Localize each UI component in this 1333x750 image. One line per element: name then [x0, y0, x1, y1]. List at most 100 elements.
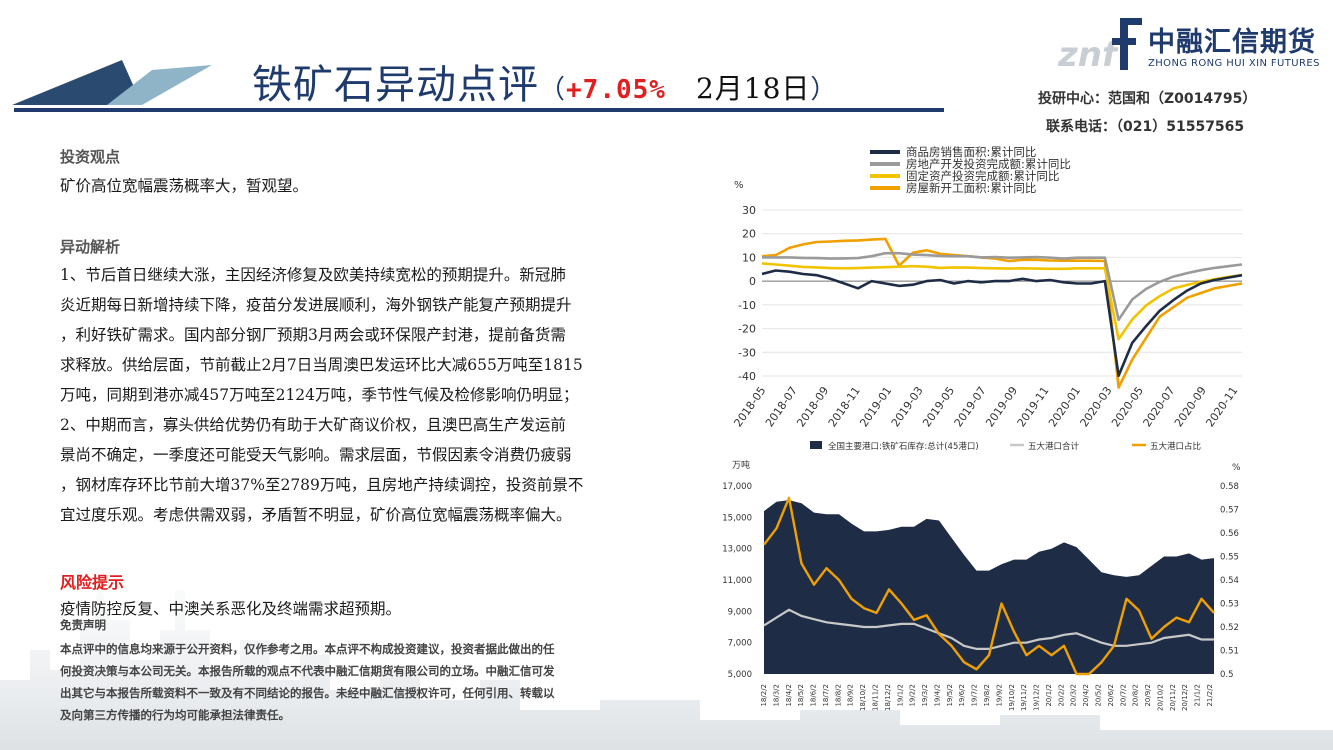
analysis-line: ，利好铁矿需求。国内部分钢厂预期3月两会或环保限产封港，提前备货需 — [60, 326, 566, 344]
chart2-x-tick: 19/6/2 — [958, 684, 966, 707]
chart2-y2-tick: 0.5 — [1220, 670, 1234, 680]
chart2-x-tick: 18/6/2 — [810, 684, 818, 707]
chart1-y-tick: -40 — [738, 370, 756, 383]
header-triangle-decoration — [12, 60, 212, 105]
chart2-x-tick: 20/10/2 — [1156, 684, 1164, 711]
chart2-x-tick: 18/9/2 — [847, 684, 855, 707]
chart2-y2-unit: % — [1232, 463, 1241, 473]
chart2-x-tick: 19/5/2 — [946, 684, 954, 707]
chart2-inventory-area — [764, 500, 1214, 674]
chart1-y-tick: 30 — [742, 204, 756, 217]
chart1-legend: 商品房销售面积:累计同比房地产开发投资完成额:累计同比固定资产投资完成额:累计同… — [870, 145, 1071, 195]
title-change-percent: +7.05% — [566, 75, 666, 105]
chart2-legend-label: 五大港口占比 — [1150, 441, 1201, 452]
view-heading: 投资观点 — [60, 148, 121, 166]
chart2-x-tick: 18/5/2 — [797, 684, 805, 707]
chart2-x-tick: 19/2/2 — [909, 684, 917, 707]
chart2-x-tick: 20/9/2 — [1144, 684, 1152, 707]
chart2-x-tick: 21/2/2 — [1206, 684, 1214, 707]
chart1-y-tick: -20 — [738, 323, 756, 336]
chart1-legend-label: 房地产开发投资完成额:累计同比 — [906, 157, 1071, 171]
chart2-x-tick: 19/3/2 — [921, 684, 929, 707]
analysis-line: ，钢材库存环比节前大增37%至2789万吨，且房地产持续调控，投资前景不 — [60, 476, 584, 494]
chart1-y-tick: 0 — [749, 275, 756, 288]
chart2-y2-tick: 0.58 — [1220, 482, 1239, 492]
chart1-legend-label: 固定资产投资完成额:累计同比 — [906, 169, 1059, 183]
chart2-x-tick: 19/4/2 — [933, 684, 941, 707]
disclaimer-line: 出其它与本报告所载资料不一致及有不同结论的报告。未经中融汇信授权许可，任何引用、… — [60, 686, 555, 700]
chart2-x-tick: 18/8/2 — [834, 684, 842, 707]
chart2-legend-label: 全国主要港口:铁矿石库存:总计(45港口) — [828, 441, 979, 452]
chart2-y2-tick: 0.55 — [1220, 553, 1239, 563]
chart2-x-tick: 19/10/2 — [1008, 684, 1016, 711]
chart2-x-tick: 20/3/2 — [1070, 684, 1078, 707]
chart2-y-tick: 9,000 — [728, 607, 752, 617]
real-estate-yoy-chart: 商品房销售面积:累计同比房地产开发投资完成额:累计同比固定资产投资完成额:累计同… — [731, 145, 1243, 429]
chart2-x-tick: 20/4/2 — [1082, 684, 1090, 707]
chart2-x-tick: 19/9/2 — [995, 684, 1003, 707]
chart1-y-tick: 20 — [742, 228, 756, 241]
chart1-y-tick: -10 — [738, 299, 756, 312]
chart2-y-tick: 11,000 — [722, 576, 752, 586]
chart2-x-tick: 19/11/2 — [1020, 684, 1028, 711]
title-paren-close: ） — [810, 75, 838, 105]
analyst-info: 投研中心：范国和（Z0014795） — [1038, 91, 1257, 107]
analysis-line: 2、中期而言，寡头供给优势仍有助于大矿商议价权，且澳巴高生产发运前 — [60, 416, 566, 434]
chart2-y2-tick: 0.57 — [1220, 506, 1239, 516]
chart2-y-tick: 7,000 — [728, 639, 752, 649]
port-inventory-chart: 全国主要港口:铁矿石库存:总计(45港口) 五大港口合计 五大港口占比 万吨 % 1… — [722, 441, 1241, 711]
chart2-x-tick: 18/4/2 — [785, 684, 793, 707]
chart2-x-tick: 20/7/2 — [1119, 684, 1127, 707]
analysis-line: 宜过度乐观。考虑供需双弱，矛盾暂不明显，矿价高位宽幅震荡概率偏大。 — [60, 506, 572, 524]
analysis-body: 1、节后首日继续大涨，主因经济修复及欧美持续宽松的预期提升。新冠肺 炎近期每日新… — [60, 260, 700, 530]
chart2-legend-swatch — [810, 441, 822, 449]
chart2-y2-tick: 0.56 — [1220, 529, 1239, 539]
logo-mark-text: znf — [1058, 35, 1121, 74]
chart2-share-line — [763, 496, 1215, 676]
analysis-heading: 异动解析 — [60, 238, 121, 256]
chart2-five-ports-line — [763, 608, 1214, 650]
chart1-y-unit: % — [734, 180, 744, 191]
chart2-y2-tick: 0.52 — [1220, 623, 1239, 633]
page-title: 铁矿石异动点评（+7.05% 2月18日） — [252, 52, 837, 110]
chart1-series-line — [761, 237, 1243, 389]
chart1-legend-label: 房屋新开工面积:累计同比 — [906, 181, 1036, 195]
chart1-y-tick: -30 — [738, 346, 756, 359]
chart2-x-tick: 20/12/2 — [1181, 684, 1189, 711]
chart2-y-tick: 13,000 — [722, 545, 752, 555]
cityscape-background — [0, 580, 1333, 750]
chart1-y-tick: 10 — [742, 251, 756, 264]
company-name-cn: 中融汇信期货 — [1148, 27, 1316, 58]
chart2-x-tick: 19/1/2 — [896, 684, 904, 707]
chart2-x-tick: 21/1/2 — [1194, 684, 1202, 707]
chart2-y2-tick: 0.51 — [1220, 647, 1239, 657]
chart2-x-tick: 20/2/2 — [1057, 684, 1065, 707]
phone-info: 联系电话：（021）51557565 — [1046, 119, 1245, 135]
chart2-x-tick: 18/3/2 — [772, 684, 780, 707]
chart2-x-tick: 18/7/2 — [822, 684, 830, 707]
chart2-x-tick: 20/11/2 — [1169, 684, 1177, 711]
chart1-x-tick: 2020-11 — [1203, 384, 1240, 429]
chart2-y-tick: 15,000 — [722, 513, 752, 523]
analysis-line: 万吨，同期到港亦减457万吨至2124万吨，季节性气候及检修影响仍明显； — [60, 386, 579, 404]
analysis-line: 景尚不确定，一季度还可能受天气影响。需求层面，节假因素令消费仍疲弱 — [60, 446, 572, 464]
chart2-x-tick: 18/2/2 — [760, 684, 768, 707]
chart2-x-tick: 19/7/2 — [971, 684, 979, 707]
chart2-x-tick: 20/8/2 — [1132, 684, 1140, 707]
chart1-legend-label: 商品房销售面积:累计同比 — [906, 145, 1036, 159]
chart2-x-tick: 19/8/2 — [983, 684, 991, 707]
risk-text: 疫情防控反复、中澳关系恶化及终端需求超预期。 — [60, 600, 402, 618]
chart2-y-unit: 万吨 — [732, 459, 750, 471]
chart2-x-tick: 18/11/2 — [872, 684, 880, 711]
chart1-series-line — [762, 251, 1243, 322]
analysis-line: 1、节后首日继续大涨，主因经济修复及欧美持续宽松的预期提升。新冠肺 — [60, 266, 566, 284]
disclaimer-line: 何投资决策与本公司无关。本报告所载的观点不代表中融汇信期货有限公司的立场。中融汇… — [60, 664, 555, 678]
disclaimer-line: 及向第三方传播的行为均可能承担法律责任。 — [60, 708, 290, 722]
analysis-line: 求释放。供给层面，节前截止2月7日当周澳巴发运环比大减655万吨至1815 — [60, 356, 583, 374]
chart2-x-tick: 19/12/2 — [1033, 684, 1041, 711]
company-logo-mark: znf — [1058, 18, 1142, 74]
chart2-y2-tick: 0.53 — [1220, 600, 1239, 610]
title-text: 铁矿石异动点评 — [252, 62, 539, 108]
company-name-en: ZHONG RONG HUI XIN FUTURES — [1148, 58, 1320, 69]
chart2-y-tick: 17,000 — [722, 482, 752, 492]
